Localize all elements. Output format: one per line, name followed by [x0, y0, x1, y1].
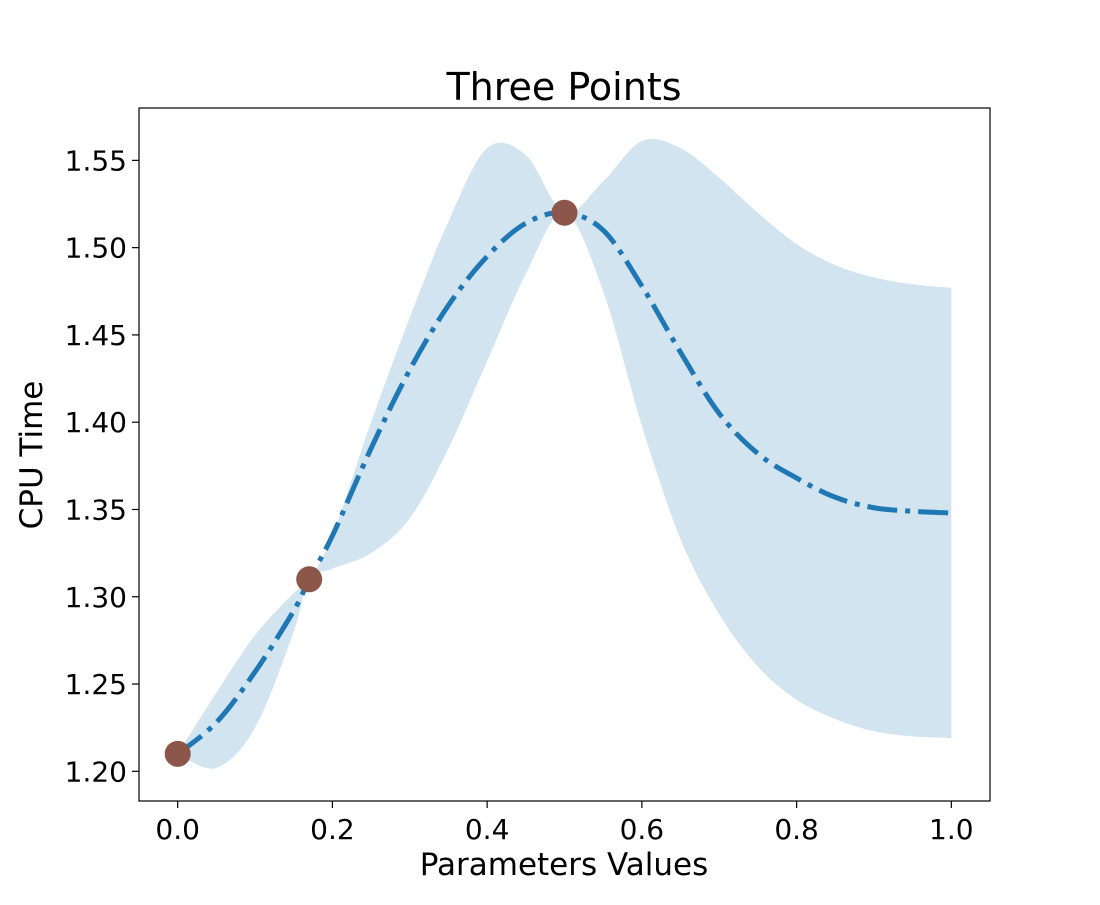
mean-line	[176, 210, 952, 756]
x-tick-label: 0.4	[465, 813, 510, 846]
confidence-band	[177, 139, 952, 769]
y-tick-label: 1.20	[65, 755, 127, 788]
y-tick-label: 1.45	[65, 319, 127, 352]
y-tick-label: 1.25	[65, 668, 127, 701]
data-point	[164, 740, 191, 767]
y-axis-label: CPU Time	[14, 381, 50, 530]
x-tick-label: 0.0	[155, 813, 200, 846]
y-tick-label: 1.30	[65, 581, 127, 614]
x-tick-label: 0.2	[310, 813, 355, 846]
y-tick-label: 1.35	[65, 493, 127, 526]
x-axis-label: Parameters Values	[420, 847, 709, 883]
y-tick-label: 1.55	[65, 144, 127, 177]
chart-title: Three Points	[445, 65, 681, 109]
data-point	[551, 199, 578, 226]
y-tick-label: 1.50	[65, 232, 127, 265]
data-point	[296, 566, 323, 593]
y-tick-label: 1.40	[65, 406, 127, 439]
x-tick-label: 0.6	[620, 813, 665, 846]
x-tick-label: 1.0	[929, 813, 974, 846]
x-tick-label: 0.8	[774, 813, 819, 846]
plot-frame	[138, 107, 991, 802]
